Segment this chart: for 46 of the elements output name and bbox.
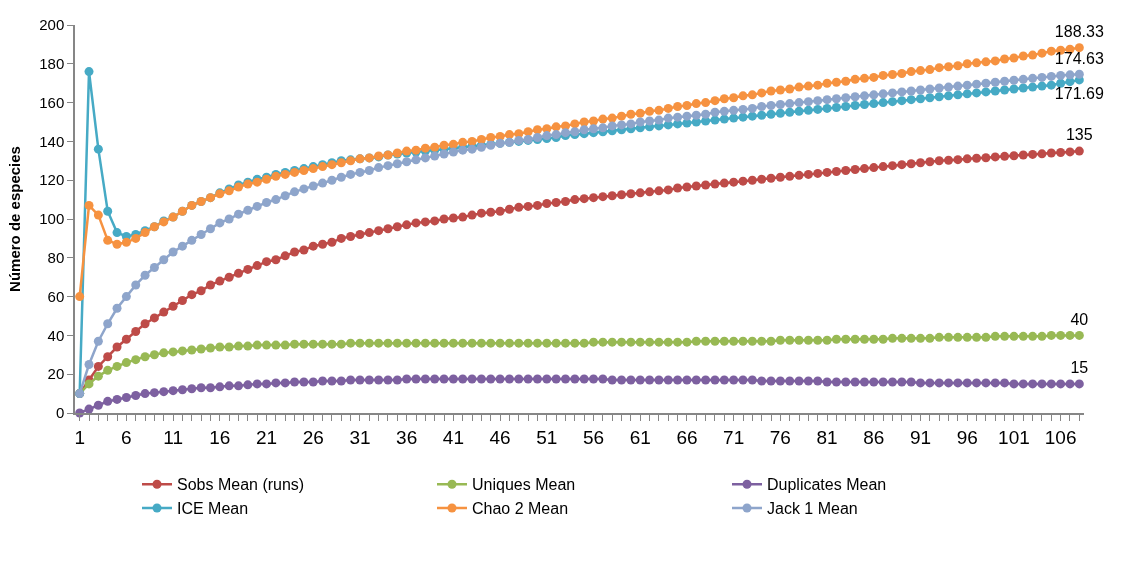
data-label: 40 xyxy=(1070,310,1089,328)
x-tick-label: 101 xyxy=(998,426,1030,448)
legend-label: Uniques Mean xyxy=(472,476,576,494)
x-tick-label: 1 xyxy=(74,426,85,448)
x-tick-label: 56 xyxy=(582,426,605,448)
y-tick-label: 20 xyxy=(47,365,65,383)
x-tick-label: 66 xyxy=(676,426,698,448)
y-tick-label: 40 xyxy=(47,326,65,344)
y-tick-label: 160 xyxy=(39,93,65,111)
x-tick-label: 51 xyxy=(536,426,558,448)
x-tick-label: 81 xyxy=(816,426,838,448)
x-tick-label: 61 xyxy=(629,426,651,448)
y-tick-label: 180 xyxy=(39,55,65,73)
x-tick-label: 41 xyxy=(442,426,464,448)
x-tick-label: 21 xyxy=(255,426,278,448)
x-tick-label: 71 xyxy=(723,426,745,448)
x-tick-label: 96 xyxy=(956,426,978,448)
y-tick-label: 100 xyxy=(39,210,65,228)
x-tick-label: 36 xyxy=(396,426,418,448)
x-tick-label: 26 xyxy=(302,426,324,448)
y-tick-label: 140 xyxy=(39,132,65,150)
x-tick-label: 16 xyxy=(209,426,231,448)
x-tick-label: 86 xyxy=(863,426,885,448)
x-tick-label: 31 xyxy=(349,426,371,448)
y-tick-label: 0 xyxy=(55,404,65,422)
data-label: 15 xyxy=(1070,359,1089,377)
data-label: 188.33 xyxy=(1054,23,1104,41)
legend-label: Jack 1 Mean xyxy=(767,500,858,518)
x-tick-label: 91 xyxy=(909,426,932,448)
x-tick-label: 46 xyxy=(489,426,511,448)
y-tick-label: 120 xyxy=(39,171,65,189)
x-tick-label: 106 xyxy=(1044,426,1077,448)
data-label: 171.69 xyxy=(1054,84,1104,102)
y-tick-label: 200 xyxy=(39,16,65,34)
legend-label: Sobs Mean (runs) xyxy=(177,476,305,494)
y-tick-label: 60 xyxy=(47,287,65,305)
legend-label: ICE Mean xyxy=(177,500,249,518)
legend-label: Chao 2 Mean xyxy=(472,500,569,518)
x-tick-label: 6 xyxy=(121,426,132,448)
y-axis-title: Número de especies xyxy=(5,146,23,292)
data-label: 135 xyxy=(1065,126,1093,144)
x-tick-label: 11 xyxy=(163,426,183,448)
data-label: 174.63 xyxy=(1054,49,1104,67)
x-tick-label: 76 xyxy=(769,426,791,448)
legend-label: Duplicates Mean xyxy=(767,476,887,494)
y-tick-label: 80 xyxy=(47,249,65,267)
